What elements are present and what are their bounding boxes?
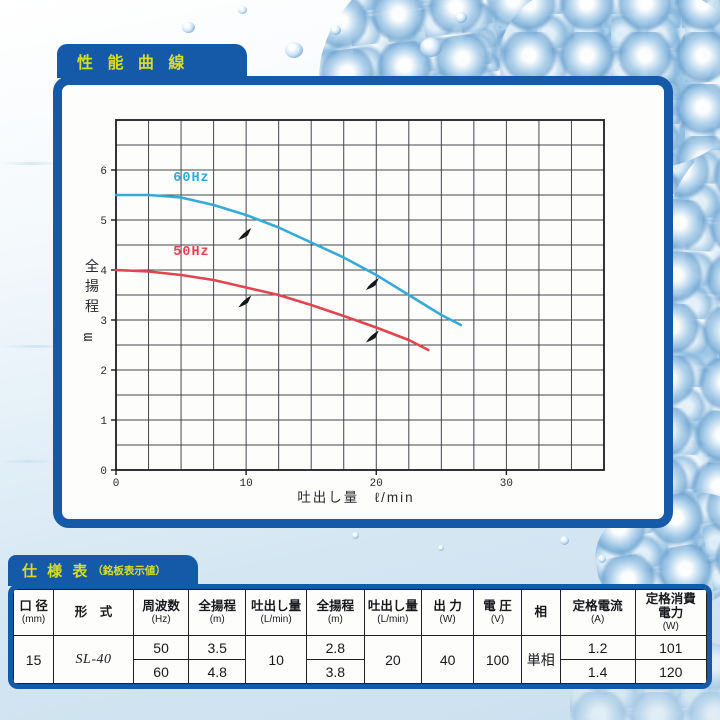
water-drop <box>182 22 195 33</box>
water-drop <box>455 12 467 23</box>
y-axis-title-char: 揚 <box>85 278 99 294</box>
y-tick-label: 5 <box>100 216 107 228</box>
operating-point-marker <box>238 228 252 240</box>
spec-col-frequency: 周波数 (Hz) <box>132 589 190 636</box>
spec-cell-output: 40 <box>421 635 475 684</box>
performance-chart: 0 10 20 30 0 1 2 3 4 5 6 60Hz 50Hz 吐出し量 ℓ/min 全揚程 m <box>80 119 605 505</box>
y-tick-label: 4 <box>100 266 107 278</box>
spec-col-current: 定格電流 (A) <box>559 589 636 636</box>
spec-table-panel: 口 径 (mm) 形 式 周波数 (Hz) 全揚程 (m) 吐出し量 (L/min) 全… <box>8 584 712 689</box>
spec-cell-current-50: 1.2 <box>559 635 636 660</box>
y-axis-title-char: 程 <box>85 298 99 314</box>
spec-cell-voltage: 100 <box>473 635 522 684</box>
spec-col-bore: 口 径 (mm) <box>13 589 55 636</box>
spec-table: 口 径 (mm) 形 式 周波数 (Hz) 全揚程 (m) 吐出し量 (L/min) 全… <box>13 589 707 684</box>
spec-cell-current-60: 1.4 <box>559 659 636 684</box>
spec-col-output: 出 力 (W) <box>421 589 475 636</box>
plot-frame <box>115 119 605 471</box>
spec-cell-phase: 単相 <box>520 635 561 684</box>
y-axis-title-char: 全 <box>85 258 99 274</box>
spec-cell-power-50: 101 <box>634 635 707 660</box>
spec-cell-head-a-60: 4.8 <box>188 659 247 684</box>
performance-curve-tab-label: 性 能 曲 線 <box>77 55 190 72</box>
spec-table-tab-note: （銘板表示値） <box>92 565 166 577</box>
spec-cell-head-b-60: 3.8 <box>306 659 365 684</box>
water-drop <box>420 38 442 57</box>
x-axis-title: 吐出し量 ℓ/min <box>297 490 414 505</box>
x-tick-label: 0 <box>113 478 120 490</box>
water-drop <box>285 42 303 58</box>
x-tick-label: 30 <box>500 478 513 490</box>
y-tick-label: 6 <box>100 166 107 178</box>
water-streak <box>0 460 55 463</box>
spec-cell-bore: 15 <box>13 635 55 684</box>
spec-header-row: 口 径 (mm) 形 式 周波数 (Hz) 全揚程 (m) 吐出し量 (L/min) 全… <box>13 589 707 636</box>
operating-point-marker <box>238 295 252 308</box>
spec-cell-discharge-10: 10 <box>245 635 308 684</box>
spec-col-model: 形 式 <box>53 589 134 636</box>
y-axis-unit: m <box>80 332 97 341</box>
spec-col-discharge-b: 吐出し量 (L/min) <box>363 589 423 636</box>
performance-curve-tab: 性 能 曲 線 <box>57 44 247 78</box>
spec-col-head-a: 全揚程 (m) <box>188 589 247 636</box>
y-tick-label: 3 <box>100 316 107 328</box>
spec-col-head-b: 全揚程 (m) <box>306 589 365 636</box>
curve-60hz <box>114 193 463 327</box>
y-tick-label: 1 <box>100 416 107 428</box>
operating-point-marker <box>365 278 379 290</box>
curve-label-60hz: 60Hz <box>173 171 209 186</box>
water-drop <box>560 536 569 545</box>
spec-row-60hz: 60 4.8 3.8 1.4 120 <box>14 659 707 684</box>
y-tick-label: 0 <box>100 466 107 478</box>
x-tick-label: 20 <box>370 478 383 490</box>
spec-cell-head-b-50: 2.8 <box>306 635 365 660</box>
spec-cell-frequency-50: 50 <box>132 635 190 660</box>
spec-cell-model: SL-40 <box>53 635 134 684</box>
x-tick-label: 10 <box>240 478 253 490</box>
spec-col-discharge-a: 吐出し量 (L/min) <box>245 589 308 636</box>
spec-cell-power-60: 120 <box>634 659 707 684</box>
spec-col-voltage: 電 圧 (V) <box>473 589 522 636</box>
spec-row-50hz: 15 SL-40 50 3.5 10 2.8 20 40 100 単相 1.2 … <box>13 635 707 684</box>
water-drop <box>352 532 359 539</box>
performance-curve-panel: 0 10 20 30 0 1 2 3 4 5 6 60Hz 50Hz 吐出し量 ℓ/min 全揚程 m <box>53 76 673 528</box>
water-streak <box>0 345 70 348</box>
spec-col-phase: 相 <box>520 589 561 636</box>
spec-col-power: 定格消費 電力 (W) <box>634 589 707 636</box>
operating-point-marker <box>365 330 379 343</box>
spec-cell-frequency-60: 60 <box>132 659 190 684</box>
spec-table-tab-label: 仕 様 表 <box>22 563 91 580</box>
water-drop <box>438 545 444 551</box>
curve-50hz <box>114 268 430 352</box>
water-drop <box>238 6 247 14</box>
spec-cell-head-a-50: 3.5 <box>188 635 247 660</box>
y-tick-label: 2 <box>100 366 107 378</box>
curve-label-50hz: 50Hz <box>173 245 209 260</box>
water-drop <box>330 25 341 35</box>
spec-table-tab: 仕 様 表 （銘板表示値） <box>8 555 198 586</box>
spec-cell-discharge-20: 20 <box>363 635 423 684</box>
water-drop <box>598 555 606 563</box>
water-streak <box>0 162 60 165</box>
